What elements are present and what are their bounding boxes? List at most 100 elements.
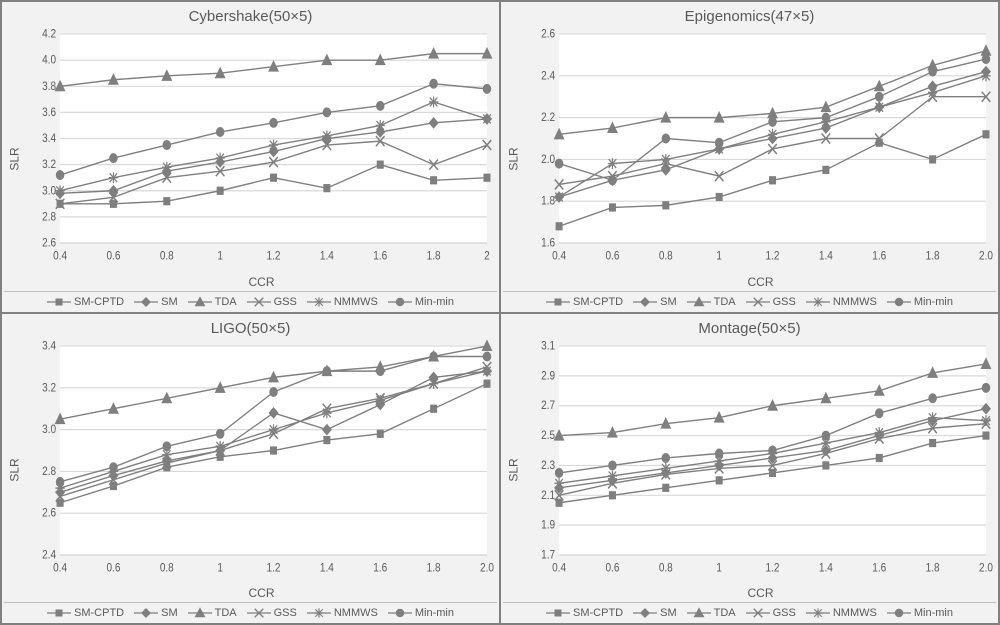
svg-text:4.0: 4.0 <box>42 54 56 67</box>
chart-panel: Montage(50×5)SLR1.71.92.12.32.52.72.93.1… <box>500 313 999 625</box>
legend-marker-sm-cptd <box>546 607 570 619</box>
svg-text:0.8: 0.8 <box>659 250 673 263</box>
legend-marker-sm <box>633 607 657 619</box>
svg-text:3.0: 3.0 <box>42 423 56 436</box>
legend-marker-sm-cptd <box>47 607 71 619</box>
legend-item: SM-CPTD <box>47 607 124 619</box>
chart-body: SLR2.42.62.83.03.23.40.40.60.811.21.41.6… <box>4 339 497 603</box>
svg-text:1: 1 <box>217 561 223 574</box>
svg-text:2.4: 2.4 <box>541 70 555 83</box>
chart-panel: LIGO(50×5)SLR2.42.62.83.03.23.40.40.60.8… <box>1 313 500 625</box>
y-axis-label-col: SLR <box>503 27 525 291</box>
y-axis-label-col: SLR <box>503 339 525 603</box>
svg-text:1.2: 1.2 <box>267 250 281 263</box>
chart-svg: 2.62.83.03.23.43.63.84.04.20.40.60.811.2… <box>26 27 497 274</box>
svg-text:2.0: 2.0 <box>979 250 993 263</box>
svg-text:2.7: 2.7 <box>541 399 555 412</box>
legend-marker-min-min <box>388 296 412 308</box>
svg-text:0.4: 0.4 <box>552 561 566 574</box>
x-axis-label: CCR <box>26 274 497 291</box>
legend-item: TDA <box>188 607 237 619</box>
legend-label: TDA <box>714 296 736 308</box>
legend-marker-tda <box>687 607 711 619</box>
svg-text:1.2: 1.2 <box>766 250 780 263</box>
svg-text:3.8: 3.8 <box>42 80 56 93</box>
svg-text:1: 1 <box>716 561 722 574</box>
svg-text:2.3: 2.3 <box>541 459 555 472</box>
svg-text:2.1: 2.1 <box>541 489 555 502</box>
legend-marker-nmmws <box>307 296 331 308</box>
legend-item: SM-CPTD <box>546 607 623 619</box>
legend-label: SM <box>161 607 178 619</box>
svg-text:1.8: 1.8 <box>541 195 555 208</box>
svg-text:4.2: 4.2 <box>42 28 56 41</box>
chart-panel: Cybershake(50×5)SLR2.62.83.03.23.43.63.8… <box>1 1 500 313</box>
svg-text:1.6: 1.6 <box>373 561 387 574</box>
svg-text:1.6: 1.6 <box>373 250 387 263</box>
svg-text:2.5: 2.5 <box>541 429 555 442</box>
legend-item: NMMWS <box>307 296 378 308</box>
legend-label: GSS <box>274 296 297 308</box>
legend-item: GSS <box>247 607 297 619</box>
svg-text:1.4: 1.4 <box>320 561 334 574</box>
legend-marker-sm <box>134 607 158 619</box>
legend-label: GSS <box>773 607 796 619</box>
legend-label: SM-CPTD <box>74 296 124 308</box>
svg-text:2.6: 2.6 <box>42 507 56 520</box>
plot-area: 2.42.62.83.03.23.40.40.60.811.21.41.61.8… <box>26 339 497 603</box>
svg-text:1.8: 1.8 <box>926 250 940 263</box>
legend-marker-min-min <box>887 607 911 619</box>
svg-text:3.2: 3.2 <box>42 158 56 171</box>
legend-marker-nmmws <box>806 296 830 308</box>
svg-text:3.0: 3.0 <box>42 185 56 198</box>
svg-text:0.4: 0.4 <box>552 250 566 263</box>
svg-text:1.4: 1.4 <box>819 561 833 574</box>
legend: SM-CPTDSMTDAGSSNMMWSMin-min <box>4 291 497 310</box>
svg-text:1.8: 1.8 <box>926 561 940 574</box>
legend-marker-gss <box>746 607 770 619</box>
legend-label: Min-min <box>914 296 953 308</box>
svg-text:3.4: 3.4 <box>42 339 56 352</box>
legend-marker-min-min <box>887 296 911 308</box>
svg-text:1.2: 1.2 <box>766 561 780 574</box>
svg-text:1: 1 <box>716 250 722 263</box>
legend-label: TDA <box>714 607 736 619</box>
legend-item: TDA <box>188 296 237 308</box>
legend-item: SM <box>134 607 178 619</box>
y-axis-label: SLR <box>8 459 22 482</box>
legend-item: Min-min <box>887 296 953 308</box>
legend-label: SM-CPTD <box>573 607 623 619</box>
legend-label: GSS <box>274 607 297 619</box>
svg-text:1.6: 1.6 <box>541 237 555 250</box>
svg-text:0.8: 0.8 <box>160 250 174 263</box>
svg-text:2.9: 2.9 <box>541 369 555 382</box>
svg-text:0.6: 0.6 <box>605 561 619 574</box>
y-axis-label-col: SLR <box>4 339 26 603</box>
legend-label: NMMWS <box>833 607 877 619</box>
legend-label: NMMWS <box>833 296 877 308</box>
svg-text:3.4: 3.4 <box>42 132 56 145</box>
legend-marker-tda <box>687 296 711 308</box>
svg-text:1.9: 1.9 <box>541 518 555 531</box>
svg-text:0.6: 0.6 <box>605 250 619 263</box>
x-axis-label: CCR <box>525 585 996 602</box>
plot-area: 1.61.82.02.22.42.60.40.60.811.21.41.61.8… <box>525 27 996 291</box>
legend-item: SM-CPTD <box>47 296 124 308</box>
legend: SM-CPTDSMTDAGSSNMMWSMin-min <box>4 602 497 621</box>
legend-marker-gss <box>247 607 271 619</box>
legend-label: SM-CPTD <box>573 296 623 308</box>
svg-text:1.8: 1.8 <box>427 250 441 263</box>
legend-item: NMMWS <box>806 296 877 308</box>
legend-item: SM <box>134 296 178 308</box>
legend-marker-sm <box>134 296 158 308</box>
legend-marker-sm <box>633 296 657 308</box>
svg-text:1.6: 1.6 <box>872 561 886 574</box>
svg-text:2.4: 2.4 <box>42 548 56 561</box>
svg-text:3.1: 3.1 <box>541 339 555 352</box>
svg-text:1.4: 1.4 <box>320 250 334 263</box>
legend-marker-sm-cptd <box>546 296 570 308</box>
chart-title: LIGO(50×5) <box>4 316 497 339</box>
svg-text:1.2: 1.2 <box>267 561 281 574</box>
svg-text:1.4: 1.4 <box>819 250 833 263</box>
legend: SM-CPTDSMTDAGSSNMMWSMin-min <box>503 602 996 621</box>
